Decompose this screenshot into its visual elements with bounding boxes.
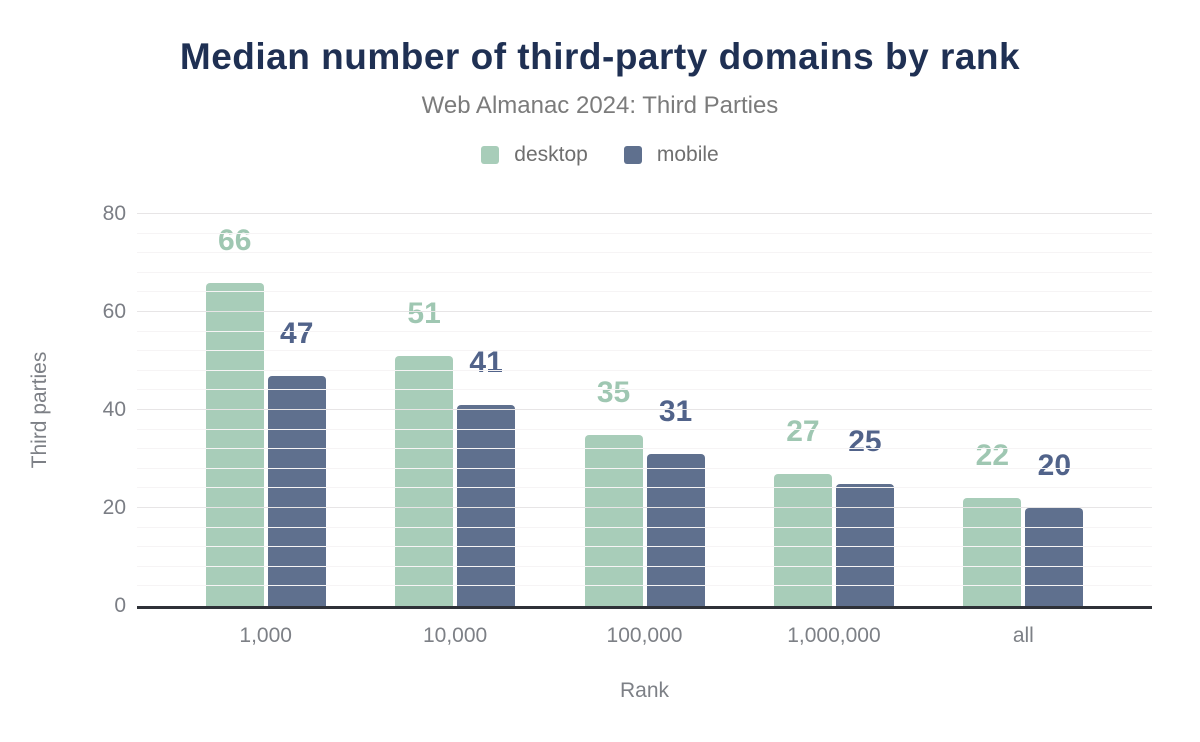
x-tick-label: 10,000 xyxy=(422,624,488,647)
bar-value-desktop: 66 xyxy=(218,223,252,257)
major-gridline xyxy=(137,213,1152,214)
bar-value-mobile: 47 xyxy=(280,316,314,350)
major-gridline xyxy=(137,311,1152,312)
y-axis-title: Third parties xyxy=(28,351,51,469)
minor-gridline xyxy=(137,448,1152,450)
x-tick-label: 100,000 xyxy=(606,624,683,647)
bar-desktop: 35 xyxy=(584,377,643,606)
minor-gridline xyxy=(137,467,1152,469)
x-axis-title: Rank xyxy=(619,679,670,702)
major-gridline xyxy=(137,409,1152,410)
legend-item-mobile: mobile xyxy=(623,143,719,167)
bar-desktop: 27 xyxy=(773,416,832,606)
bar-value-mobile: 41 xyxy=(469,346,503,380)
bar-value-desktop: 35 xyxy=(596,375,631,409)
minor-gridline xyxy=(137,487,1152,489)
minor-gridline xyxy=(137,330,1152,332)
major-gridline xyxy=(137,507,1152,508)
y-tick-label: 0 xyxy=(114,594,126,617)
bar-value-mobile: 25 xyxy=(848,424,882,458)
minor-gridline xyxy=(137,232,1152,234)
bar-mobile: 25 xyxy=(835,426,894,606)
bar-mobile: 20 xyxy=(1025,451,1084,606)
minor-gridline xyxy=(137,428,1152,430)
minor-gridline xyxy=(137,389,1152,391)
legend-swatch-mobile-icon xyxy=(623,146,642,164)
minor-gridline xyxy=(137,585,1152,587)
bar-value-mobile: 20 xyxy=(1037,449,1072,482)
y-tick-label: 60 xyxy=(102,300,126,323)
plot-area: 66 47 1,000 51 41 10,000 35 31 100,000 27 25 1,000,… xyxy=(103,202,1152,647)
minor-gridline xyxy=(137,526,1152,528)
minor-gridline xyxy=(137,565,1152,567)
bar-group: 51 41 10,000 xyxy=(360,214,549,647)
bar-value-mobile: 31 xyxy=(658,395,693,429)
legend: desktop mobile xyxy=(0,143,1200,167)
bar-value-desktop: 27 xyxy=(786,414,820,448)
bar-group: 66 47 1,000 xyxy=(171,214,360,647)
bar-value-desktop: 51 xyxy=(407,297,441,331)
minor-gridline xyxy=(137,546,1152,548)
minor-gridline xyxy=(137,369,1152,371)
minor-gridline xyxy=(137,291,1152,293)
y-tick-label: 20 xyxy=(102,496,126,519)
bar-desktop: 51 xyxy=(395,299,454,606)
y-tick-label: 40 xyxy=(102,398,126,421)
bar-mobile: 47 xyxy=(267,318,326,606)
y-tick-label: 80 xyxy=(102,202,126,225)
legend-swatch-desktop-icon xyxy=(481,146,500,164)
x-tick-label: 1,000,000 xyxy=(787,624,881,647)
bar-group: 22 20 all xyxy=(929,214,1118,647)
minor-gridline xyxy=(137,350,1152,352)
legend-label-desktop: desktop xyxy=(514,143,588,166)
legend-item-desktop: desktop xyxy=(481,143,588,167)
chart-title: Median number of third-party domains by … xyxy=(179,36,1021,77)
bar-mobile: 31 xyxy=(646,397,705,606)
bar-value-desktop: 22 xyxy=(975,439,1010,473)
bar-desktop: 22 xyxy=(963,441,1022,606)
chart-subtitle: Web Almanac 2024: Third Parties xyxy=(421,92,779,119)
bar-mobile: 41 xyxy=(457,348,516,606)
x-axis-line xyxy=(137,606,1152,609)
x-tick-label: all xyxy=(1012,624,1034,647)
x-tick-label: 1,000 xyxy=(239,624,292,647)
legend-label-mobile: mobile xyxy=(656,143,719,166)
minor-gridline xyxy=(137,252,1152,254)
minor-gridline xyxy=(137,271,1152,273)
bar-desktop: 66 xyxy=(205,225,264,606)
bar-groups: 66 47 1,000 51 41 10,000 35 31 100,000 27 25 1,000,… xyxy=(171,214,1118,647)
bar-group: 35 31 100,000 xyxy=(550,214,739,647)
